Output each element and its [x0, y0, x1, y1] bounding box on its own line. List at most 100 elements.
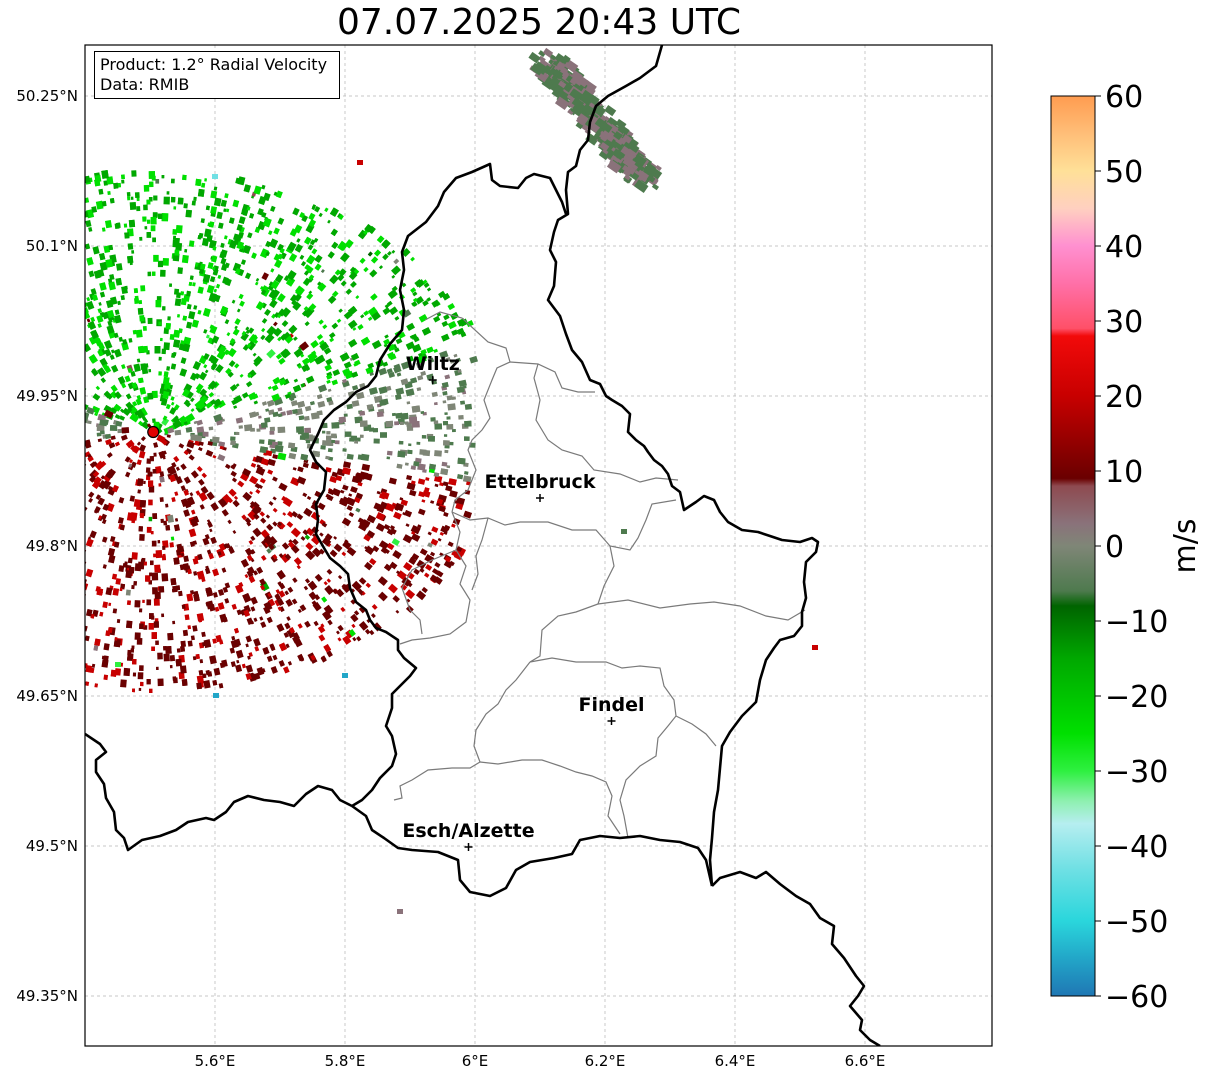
echo-pixel	[7, 499, 17, 509]
echo-pixel	[39, 293, 44, 299]
echo-pixel	[88, 270, 95, 278]
echo-pixel	[8, 544, 17, 553]
echo-pixel	[242, 245, 251, 254]
echo-pixel	[205, 402, 213, 409]
echo-pixel	[107, 547, 116, 557]
echo-pixel	[4, 642, 12, 650]
echo-pixel	[25, 619, 34, 629]
echo-pixel	[182, 315, 188, 321]
echo-pixel	[215, 364, 224, 373]
echo-pixel	[326, 396, 333, 403]
echo-pixel	[85, 343, 92, 353]
lat-tick-label: 50.1°N	[26, 237, 78, 255]
echo-pixel	[634, 154, 647, 166]
echo-pixel	[208, 221, 215, 228]
echo-pixel	[359, 420, 368, 427]
echo-pixel	[198, 441, 204, 446]
echo-pixel	[232, 463, 237, 467]
echo-pixel	[202, 673, 207, 679]
echo-pixel	[9, 229, 13, 234]
echo-pixel	[350, 613, 359, 623]
echo-pixel	[54, 229, 61, 237]
city-label: Wiltz	[406, 353, 460, 375]
echo-pixel	[86, 300, 95, 310]
echo-pixel	[108, 244, 114, 251]
echo-pixel	[260, 248, 270, 259]
echo-pixel	[40, 330, 50, 340]
echo-pixel	[103, 390, 112, 399]
echo-pixel	[177, 197, 184, 205]
echo-pixel	[376, 490, 381, 495]
echo-pixel	[136, 206, 141, 212]
echo-pixel	[132, 401, 138, 407]
echo-pixel	[37, 508, 43, 514]
echo-pixel	[41, 465, 49, 472]
echo-pixel	[219, 639, 224, 645]
echo-pixel	[176, 648, 181, 653]
echo-pixel	[314, 263, 322, 271]
echo-pixel	[135, 409, 145, 419]
echo-pixel	[289, 228, 298, 237]
echo-pixel	[252, 527, 262, 538]
echo-pixel	[188, 528, 197, 538]
echo-pixel	[139, 500, 146, 508]
echo-pixel	[307, 435, 316, 442]
echo-pixel	[170, 196, 176, 203]
echo-pixel	[127, 367, 133, 373]
echo-pixel	[45, 507, 54, 516]
echo-pixel	[77, 520, 82, 525]
echo-pixel	[296, 238, 301, 243]
echo-pixel	[46, 328, 51, 333]
echo-pixel	[59, 493, 67, 501]
echo-pixel	[99, 261, 108, 271]
product-info-box: Product: 1.2° Radial Velocity Data: RMIB	[94, 51, 340, 99]
echo-pixel	[139, 377, 144, 384]
echo-pixel	[422, 490, 431, 498]
echo-pixel	[39, 505, 46, 512]
echo-pixel	[124, 375, 131, 383]
echo-pixel	[430, 500, 435, 504]
echo-pixel	[107, 485, 113, 491]
echo-pixel	[0, 385, 6, 392]
echo-pixel	[229, 384, 238, 392]
echo-pixel	[6, 329, 13, 336]
echo-pixel	[233, 641, 240, 648]
echo-pixel	[367, 306, 378, 317]
echo-pixel	[126, 620, 133, 629]
echo-pixel	[235, 383, 240, 388]
echo-pixel	[302, 529, 309, 536]
echo-pixel	[331, 379, 338, 386]
echo-pixel	[174, 249, 180, 256]
echo-pixel	[287, 586, 294, 593]
echo-pixel	[85, 582, 89, 591]
echo-pixel	[37, 568, 44, 575]
echo-pixel	[307, 351, 318, 362]
echo-pixel	[48, 632, 53, 638]
echo-pixel	[331, 487, 341, 497]
echo-pixel	[140, 559, 145, 564]
echo-pixel	[49, 458, 56, 465]
echo-pixel	[449, 360, 455, 364]
echo-pixel	[172, 351, 177, 357]
echo-pixel	[176, 549, 181, 556]
echo-pixel	[227, 497, 233, 504]
echo-pixel	[261, 212, 267, 218]
echo-pixel	[367, 362, 375, 369]
echo-pixel	[386, 450, 393, 456]
echo-pixel	[208, 380, 218, 390]
echo-pixel	[54, 378, 58, 382]
echo-pixel	[118, 496, 125, 504]
echo-pixel	[68, 221, 75, 229]
echo-pixel	[142, 325, 147, 331]
colorbar-tick-label: 10	[1105, 455, 1143, 490]
echo-pixel	[369, 269, 378, 278]
echo-pixel	[88, 227, 93, 232]
echo-pixel	[288, 452, 297, 460]
echo-pixel	[403, 562, 413, 572]
echo-pixel	[212, 266, 216, 271]
echo-pixel	[646, 174, 656, 183]
echo-pixel	[3, 482, 12, 490]
echo-pixel	[64, 601, 71, 608]
echo-pixel	[331, 422, 340, 429]
echo-pixel	[306, 292, 314, 300]
